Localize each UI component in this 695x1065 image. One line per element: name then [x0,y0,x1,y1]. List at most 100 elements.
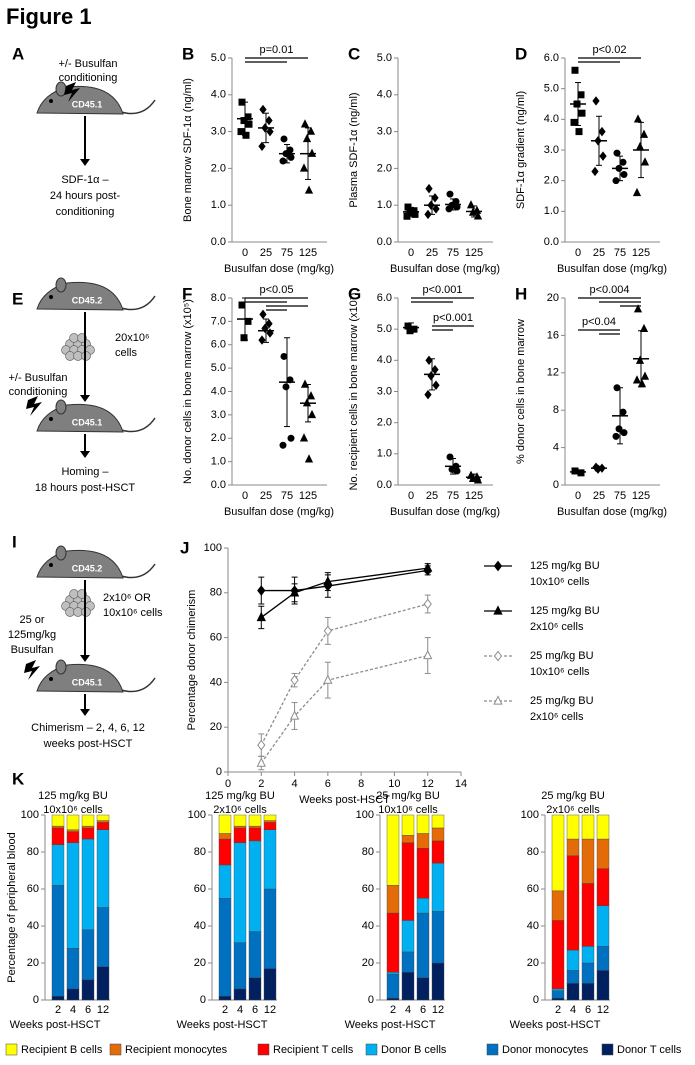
x-tick-label: 12 [97,1004,109,1016]
data-point [632,187,642,197]
bar-segment [218,814,232,834]
bar-segment [96,907,110,967]
y-tick-label: 100 [21,809,39,821]
y-tick-label: 5.0 [377,52,392,64]
x-tick-label: 4 [292,778,298,790]
bar-segment [96,822,110,831]
data-point [431,364,439,375]
legend-swatch [109,1043,122,1056]
data-point [323,575,333,586]
bar-segment [431,814,445,829]
panel-letter: I [12,532,17,551]
x-tick-label: 25 [593,490,605,502]
data-point [265,318,273,329]
data-point [266,126,274,137]
data-point [256,611,266,622]
data-point [446,190,454,198]
bar-segment [596,838,610,869]
data-point [259,104,267,115]
bar-segment [581,838,595,884]
bar-segment [416,814,430,834]
x-tick-label: 0 [575,247,581,259]
condition-text: +/- Busulfan [8,372,67,384]
bar-segment [416,898,430,914]
data-point [425,183,433,194]
y-tick-label: 5.0 [211,52,226,64]
data-point [282,383,290,391]
data-point [578,109,586,117]
y-tick-label: 4.0 [211,385,226,397]
bar-segment [218,996,232,1001]
data-point [577,469,585,477]
cells-text: 2x10⁶ OR [103,592,151,604]
data-point [591,166,599,177]
bar-segment [66,829,80,832]
y-tick-label: 60 [194,883,206,895]
y-tick-label: 80 [362,846,374,858]
bar-segment [551,990,565,999]
x-axis-label: Busulfan dose (mg/kg) [557,506,667,518]
data-point [575,128,583,136]
data-point [432,380,440,390]
bar-segment [416,977,430,1001]
bar-segment [96,814,110,821]
x-tick-label: 4 [70,1004,76,1016]
bar-segment [51,825,65,829]
bar-segment [81,814,95,827]
data-point [473,475,483,484]
outcome-text: Chimerism – 2, 4, 6, 12 [31,722,145,734]
data-point [632,375,642,384]
x-axis-label: Busulfan dose (mg/kg) [390,506,500,518]
bar-segment [51,996,65,1001]
y-tick-label: 40 [194,920,206,932]
y-tick-label: 2.0 [211,162,226,174]
data-point [598,126,606,137]
y-tick-label: 80 [27,846,39,858]
y-tick-label: 60 [27,883,39,895]
data-point [570,118,578,126]
bar-segment [566,838,580,856]
data-point [287,153,295,161]
data-point [307,409,317,419]
bar-segment [551,920,565,990]
data-point [466,200,476,209]
panel-letter: G [348,284,361,303]
data-point [592,96,600,106]
y-tick-label: 0 [200,994,206,1006]
bar-segment [81,979,95,1001]
x-axis-label: Busulfan dose (mg/kg) [390,263,500,275]
data-point [258,141,266,152]
x-tick-label: 75 [281,247,293,259]
x-axis-label: Busulfan dose (mg/kg) [557,263,667,275]
data-point [577,91,585,99]
arrow-head [80,709,90,716]
x-tick-label: 2 [258,778,264,790]
cells-text: 10x10⁶ cells [103,607,163,619]
lightning [24,660,40,680]
data-point [238,301,246,309]
x-tick-label: 125 [465,247,483,259]
x-tick-label: 25 [260,247,272,259]
legend-swatch [257,1043,270,1056]
y-tick-label: 1.0 [544,205,559,217]
bar-segment [581,814,595,840]
mouse-tail [120,417,156,433]
bar-segment [401,814,415,836]
x-tick-label: 12 [422,778,434,790]
y-tick-label: 7.0 [211,315,226,327]
x-axis-label: Busulfan dose (mg/kg) [224,263,334,275]
legend-label: Donor T cells [617,1044,682,1056]
data-point [424,389,432,400]
data-point [280,135,288,143]
bar-segment [218,838,232,866]
data-point [619,408,627,416]
y-tick-label: 5.0 [377,323,392,335]
data-point [612,432,620,440]
bar-segment [51,814,65,827]
y-tick-label: 2.0 [377,162,392,174]
x-tick-label: 0 [242,490,248,502]
outcome-text: 18 hours post-HSCT [35,482,136,494]
bar-segment [551,988,565,991]
mouse-ear [55,659,67,675]
significance-label: p<0.05 [260,284,294,296]
